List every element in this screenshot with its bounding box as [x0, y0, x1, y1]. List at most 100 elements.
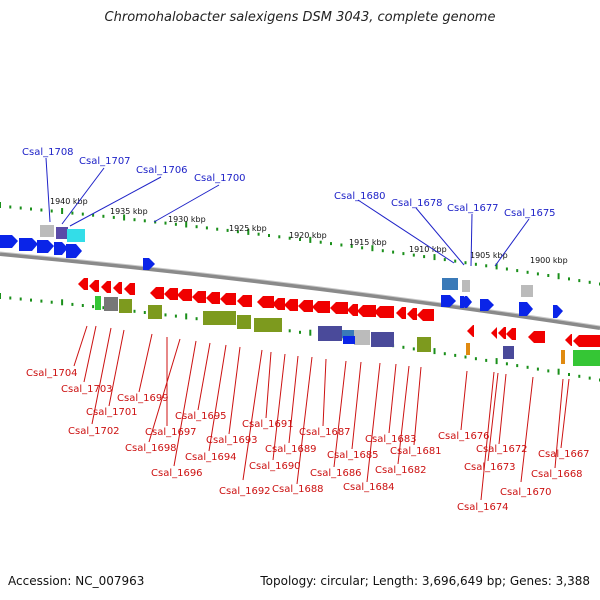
- gene-arrow-reverse[interactable]: [284, 299, 298, 311]
- gene-label-csal-1678[interactable]: Csal_1678: [391, 198, 443, 209]
- feature-block-olive[interactable]: [148, 305, 162, 319]
- gene-arrow-forward[interactable]: [460, 296, 469, 308]
- gene-arrow-reverse[interactable]: [491, 327, 497, 339]
- feature-block-gray[interactable]: [462, 280, 470, 292]
- gene-label-csal-1695[interactable]: Csal_1695: [175, 411, 227, 422]
- gene-arrow-reverse[interactable]: [177, 289, 192, 301]
- gene-label-csal-1692[interactable]: Csal_1692: [219, 486, 271, 497]
- feature-block-olive[interactable]: [254, 318, 282, 332]
- gene-label-csal-1706[interactable]: Csal_1706: [136, 165, 188, 176]
- gene-label-csal-1673[interactable]: Csal_1673: [464, 462, 516, 473]
- gene-arrow-reverse[interactable]: [257, 296, 274, 308]
- gene-arrow-reverse[interactable]: [124, 283, 135, 295]
- gene-arrow-reverse[interactable]: [330, 302, 348, 314]
- gene-arrow-forward[interactable]: [0, 235, 18, 248]
- gene-label-csal-1677[interactable]: Csal_1677: [447, 203, 499, 214]
- gene-label-csal-1688[interactable]: Csal_1688: [272, 484, 324, 495]
- feature-block-cyan[interactable]: [67, 229, 85, 242]
- gene-label-csal-1702[interactable]: Csal_1702: [68, 426, 120, 437]
- gene-arrow-reverse[interactable]: [407, 308, 417, 320]
- gene-arrow-reverse[interactable]: [192, 291, 206, 303]
- gene-label-csal-1681[interactable]: Csal_1681: [390, 446, 442, 457]
- feature-block-gray[interactable]: [354, 330, 370, 345]
- gene-label-csal-1697[interactable]: Csal_1697: [145, 427, 197, 438]
- gene-arrow-reverse[interactable]: [101, 281, 111, 293]
- gene-label-csal-1690[interactable]: Csal_1690: [249, 461, 301, 472]
- gene-label-csal-1704[interactable]: Csal_1704: [26, 368, 78, 379]
- gene-arrow-reverse[interactable]: [565, 334, 572, 346]
- gene-label-csal-1693[interactable]: Csal_1693: [206, 435, 258, 446]
- gene-label-csal-1686[interactable]: Csal_1686: [310, 468, 362, 479]
- gene-label-csal-1683[interactable]: Csal_1683: [365, 434, 417, 445]
- gene-arrow-reverse[interactable]: [113, 282, 122, 294]
- gene-arrow-reverse[interactable]: [506, 328, 516, 340]
- gene-label-csal-1667[interactable]: Csal_1667: [538, 449, 590, 460]
- gene-arrow-forward[interactable]: [54, 242, 68, 255]
- feature-block-orange[interactable]: [466, 343, 470, 355]
- gene-arrow-reverse[interactable]: [347, 304, 358, 316]
- gene-label-csal-1689[interactable]: Csal_1689: [265, 444, 317, 455]
- feature-block-blue[interactable]: [343, 336, 355, 344]
- feature-block-navy[interactable]: [56, 227, 68, 239]
- gene-arrow-forward[interactable]: [19, 238, 38, 251]
- feature-block-green[interactable]: [573, 350, 600, 366]
- gene-arrow-forward[interactable]: [465, 296, 472, 308]
- feature-block-olive[interactable]: [237, 315, 251, 329]
- gene-label-csal-1691[interactable]: Csal_1691: [242, 419, 294, 430]
- gene-arrow-reverse[interactable]: [164, 288, 178, 300]
- feature-block-steel[interactable]: [442, 278, 458, 290]
- gene-label-csal-1680[interactable]: Csal_1680: [334, 191, 386, 202]
- feature-block-orange[interactable]: [561, 350, 565, 364]
- gene-label-csal-1700[interactable]: Csal_1700: [194, 173, 246, 184]
- gene-label-csal-1698[interactable]: Csal_1698: [125, 443, 177, 454]
- gene-arrow-reverse[interactable]: [498, 327, 506, 339]
- feature-block-olive[interactable]: [203, 311, 236, 325]
- gene-arrow-forward[interactable]: [66, 244, 82, 258]
- gene-label-csal-1668[interactable]: Csal_1668: [531, 469, 583, 480]
- gene-label-csal-1694[interactable]: Csal_1694: [185, 452, 237, 463]
- feature-block-steel[interactable]: [342, 330, 354, 338]
- gene-arrow-forward[interactable]: [553, 305, 563, 318]
- gene-label-csal-1699[interactable]: Csal_1699: [117, 393, 169, 404]
- gene-label-csal-1675[interactable]: Csal_1675: [504, 208, 556, 219]
- feature-block-gray[interactable]: [104, 297, 118, 311]
- gene-label-csal-1682[interactable]: Csal_1682: [375, 465, 427, 476]
- gene-arrow-reverse[interactable]: [396, 307, 406, 319]
- gene-label-csal-1674[interactable]: Csal_1674: [457, 502, 509, 513]
- feature-block-gray[interactable]: [521, 285, 533, 297]
- gene-arrow-reverse[interactable]: [374, 306, 394, 318]
- gene-label-csal-1672[interactable]: Csal_1672: [476, 444, 528, 455]
- gene-label-csal-1707[interactable]: Csal_1707: [79, 156, 131, 167]
- gene-label-csal-1703[interactable]: Csal_1703: [61, 384, 113, 395]
- gene-label-csal-1708[interactable]: Csal_1708: [22, 147, 74, 158]
- feature-block-navy[interactable]: [318, 326, 342, 341]
- gene-arrow-reverse[interactable]: [417, 309, 434, 321]
- gene-arrow-reverse[interactable]: [220, 293, 236, 305]
- gene-label-csal-1670[interactable]: Csal_1670: [500, 487, 552, 498]
- gene-arrow-reverse[interactable]: [312, 301, 330, 313]
- feature-block-green[interactable]: [95, 296, 101, 310]
- gene-arrow-reverse[interactable]: [357, 305, 376, 317]
- gene-arrow-reverse[interactable]: [467, 325, 474, 337]
- feature-block-olive[interactable]: [119, 299, 132, 313]
- gene-arrow-forward[interactable]: [480, 299, 494, 311]
- feature-block-navy[interactable]: [503, 346, 514, 359]
- gene-arrow-reverse[interactable]: [272, 298, 285, 310]
- gene-arrow-reverse[interactable]: [237, 295, 252, 307]
- gene-arrow-forward[interactable]: [441, 295, 456, 307]
- gene-arrow-reverse[interactable]: [206, 292, 220, 304]
- gene-arrow-reverse[interactable]: [528, 331, 545, 343]
- gene-arrow-reverse[interactable]: [573, 335, 600, 347]
- gene-label-csal-1684[interactable]: Csal_1684: [343, 482, 395, 493]
- gene-arrow-reverse[interactable]: [298, 300, 313, 312]
- gene-label-csal-1687[interactable]: Csal_1687: [299, 427, 351, 438]
- gene-arrow-forward[interactable]: [143, 258, 155, 270]
- gene-arrow-reverse[interactable]: [150, 287, 164, 299]
- gene-arrow-forward[interactable]: [519, 302, 533, 316]
- gene-arrow-reverse[interactable]: [78, 278, 88, 290]
- gene-arrow-reverse[interactable]: [89, 280, 99, 292]
- feature-block-olive[interactable]: [417, 337, 431, 352]
- gene-label-csal-1701[interactable]: Csal_1701: [86, 407, 138, 418]
- gene-label-csal-1676[interactable]: Csal_1676: [438, 431, 490, 442]
- gene-label-csal-1696[interactable]: Csal_1696: [151, 468, 203, 479]
